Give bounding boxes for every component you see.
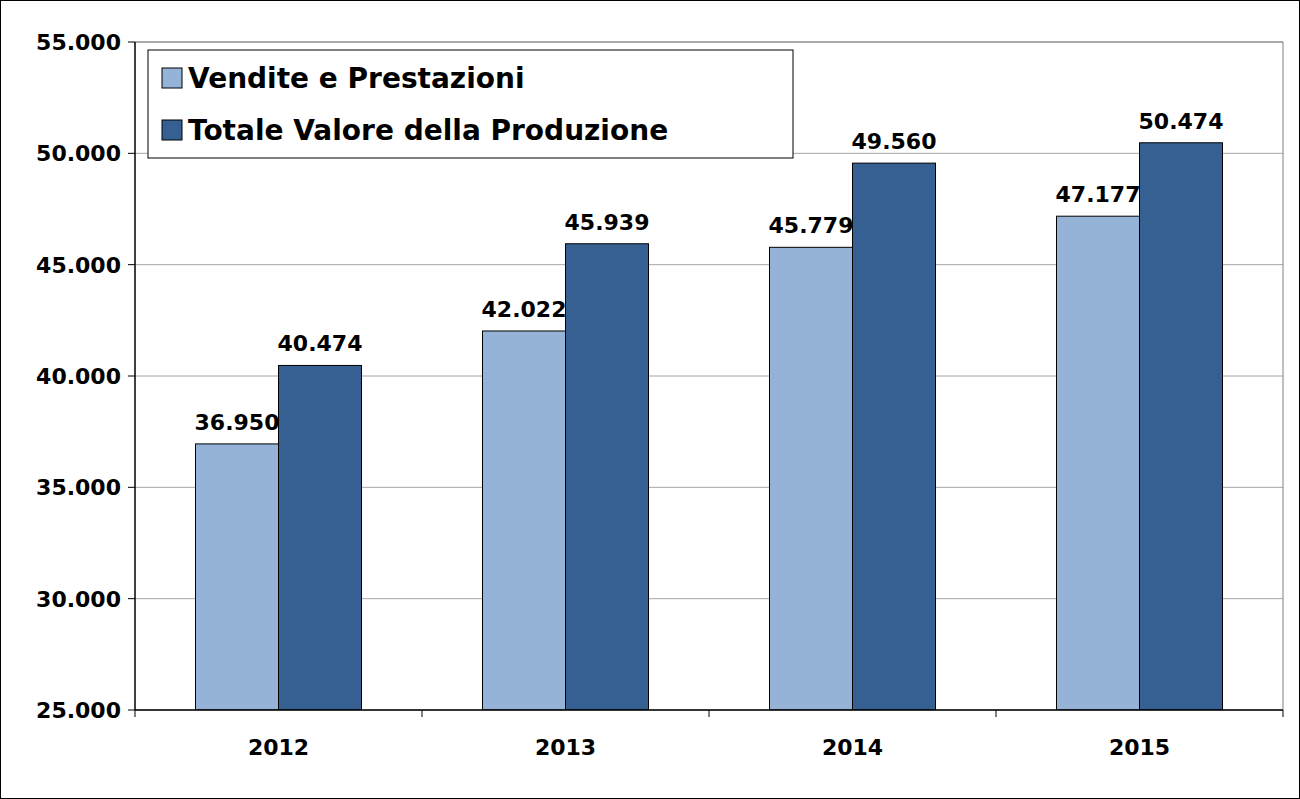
- x-tick-label: 2013: [535, 735, 596, 760]
- legend-box: [148, 50, 793, 158]
- bar: [483, 331, 566, 710]
- plot-border: [1283, 42, 1284, 710]
- y-tick: [128, 376, 135, 377]
- data-label: 45.779: [769, 213, 854, 238]
- y-tick: [128, 264, 135, 265]
- legend: Vendite e Prestazioni Totale Valore della…: [148, 50, 793, 158]
- data-label: 42.022: [482, 297, 567, 322]
- grid-line: [135, 42, 1283, 43]
- bar: [1140, 143, 1223, 710]
- y-tick: [128, 153, 135, 154]
- legend-label: Totale Valore della Produzione: [188, 114, 668, 147]
- x-tick: [135, 710, 136, 717]
- bar: [770, 247, 853, 710]
- x-tick-label: 2014: [822, 735, 883, 760]
- data-label: 49.560: [852, 129, 937, 154]
- y-axis: [134, 42, 136, 710]
- y-tick-label: 25.000: [36, 698, 121, 723]
- data-label: 47.177: [1056, 182, 1141, 207]
- data-label: 45.939: [565, 210, 650, 235]
- data-label: 36.950: [195, 410, 280, 435]
- y-tick-label: 55.000: [36, 30, 121, 55]
- data-label: 40.474: [278, 331, 363, 356]
- data-label: 50.474: [1139, 109, 1224, 134]
- y-tick-label: 45.000: [36, 253, 121, 278]
- x-tick-label: 2012: [248, 735, 309, 760]
- bar: [196, 444, 279, 710]
- y-tick-label: 50.000: [36, 141, 121, 166]
- y-tick-label: 30.000: [36, 587, 121, 612]
- y-tick: [128, 710, 135, 711]
- chart: 25.000 30.000 35.000 40.000 45.000 50.000 55.0…: [0, 0, 1300, 799]
- bar: [279, 365, 362, 710]
- x-tick-label: 2015: [1109, 735, 1170, 760]
- legend-swatch: [162, 68, 182, 88]
- frame: [1, 1, 1300, 799]
- y-tick: [128, 598, 135, 599]
- bar: [1057, 216, 1140, 710]
- y-tick-label: 40.000: [36, 364, 121, 389]
- y-tick-label: 35.000: [36, 475, 121, 500]
- legend-label: Vendite e Prestazioni: [188, 62, 525, 95]
- bar: [566, 244, 649, 710]
- x-tick: [1283, 710, 1284, 717]
- bars: [196, 143, 1223, 710]
- y-tick: [128, 42, 135, 43]
- plot-border: [135, 42, 1283, 43]
- legend-swatch: [162, 120, 182, 140]
- x-tick: [996, 710, 997, 717]
- y-tick: [128, 487, 135, 488]
- x-tick: [709, 710, 710, 717]
- bar: [853, 163, 936, 710]
- x-tick: [422, 710, 423, 717]
